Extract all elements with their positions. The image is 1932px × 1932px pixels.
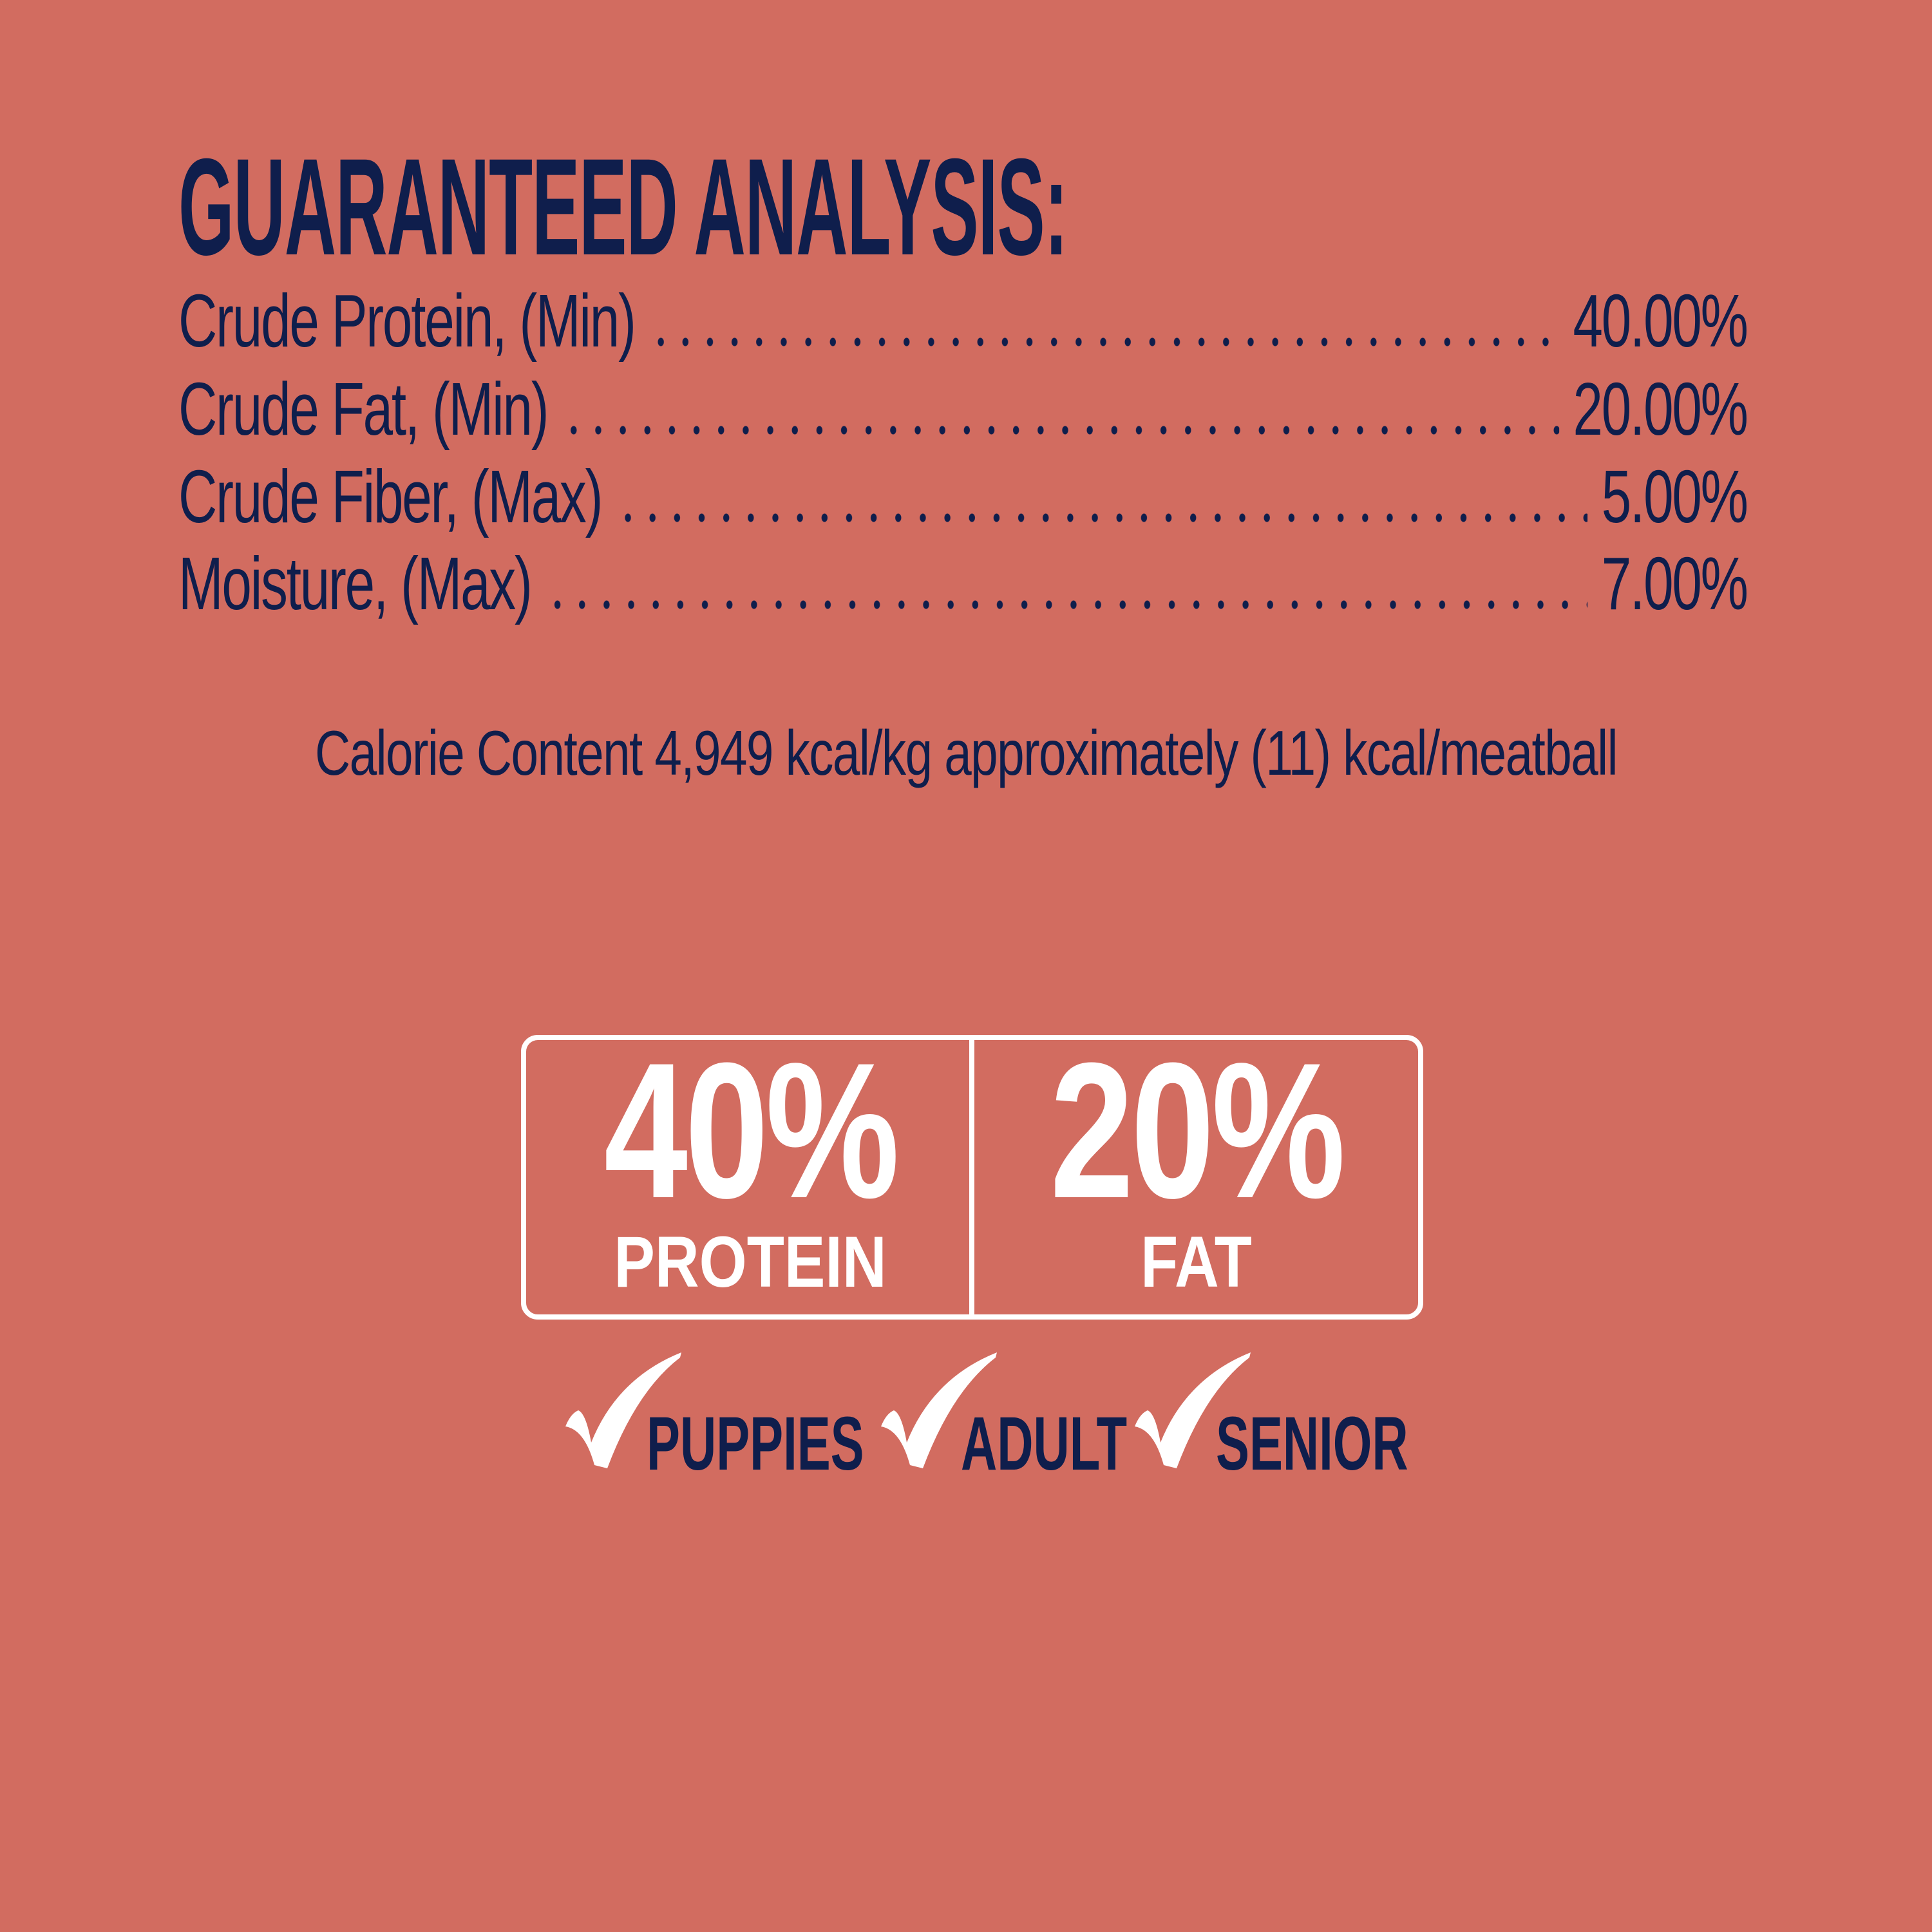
dot-leader <box>562 426 1559 435</box>
analysis-value: 40.00% <box>1573 279 1748 363</box>
life-stage-senior: SENIOR <box>1216 1401 1408 1486</box>
calorie-content: Calorie Content 4,949 kcal/kg approximat… <box>314 717 1618 788</box>
analysis-row-moisture: Moisture, (Max) 7.00% <box>178 542 1748 625</box>
analysis-row-fiber: Crude Fiber, (Max) 5.00% <box>178 455 1748 538</box>
analysis-row-fat: Crude Fat, (Min) 20.00% <box>178 367 1748 451</box>
analysis-label: Crude Fat, (Min) <box>178 367 549 451</box>
analysis-label: Moisture, (Max) <box>178 542 533 625</box>
analysis-label: Crude Protein, (Min) <box>178 279 636 363</box>
protein-label: PROTEIN <box>614 1222 887 1302</box>
dot-leader <box>615 513 1588 522</box>
life-stage-adult: ADULT <box>961 1401 1128 1486</box>
analysis-row-protein: Crude Protein, (Min) 40.00% <box>178 279 1748 363</box>
analysis-label: Crude Fiber, (Max) <box>178 455 603 538</box>
analysis-value: 5.00% <box>1601 455 1748 538</box>
page-title: GUARANTEED ANALYSIS: <box>178 130 1068 284</box>
analysis-value: 20.00% <box>1573 367 1748 451</box>
life-stage-puppies: PUPPIES <box>647 1401 864 1486</box>
checkmark-icon <box>565 1352 681 1468</box>
fat-label: FAT <box>1141 1222 1252 1302</box>
checkmark-icon <box>881 1352 997 1468</box>
checkmark-icon <box>1135 1352 1251 1468</box>
dot-leader <box>545 600 1588 609</box>
dot-leader <box>649 337 1559 346</box>
protein-percent: 40% <box>603 1022 900 1238</box>
badge-divider <box>969 1035 974 1320</box>
fat-percent: 20% <box>1050 1022 1345 1238</box>
analysis-value: 7.00% <box>1601 542 1748 625</box>
